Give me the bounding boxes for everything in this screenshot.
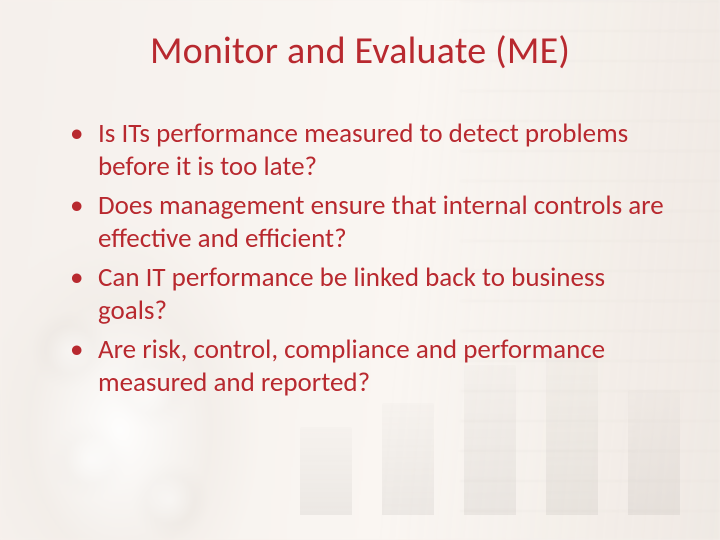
bullet-item: Are risk, control, compliance and perfor… — [70, 334, 680, 400]
bullet-item: Does management ensure that internal con… — [70, 190, 680, 256]
slide-content: Monitor and Evaluate (ME) Is ITs perform… — [0, 0, 720, 540]
bullet-item: Can IT performance be linked back to bus… — [70, 262, 680, 328]
bullet-list: Is ITs performance measured to detect pr… — [40, 118, 680, 400]
slide-title: Monitor and Evaluate (ME) — [40, 28, 680, 74]
bullet-item: Is ITs performance measured to detect pr… — [70, 118, 680, 184]
